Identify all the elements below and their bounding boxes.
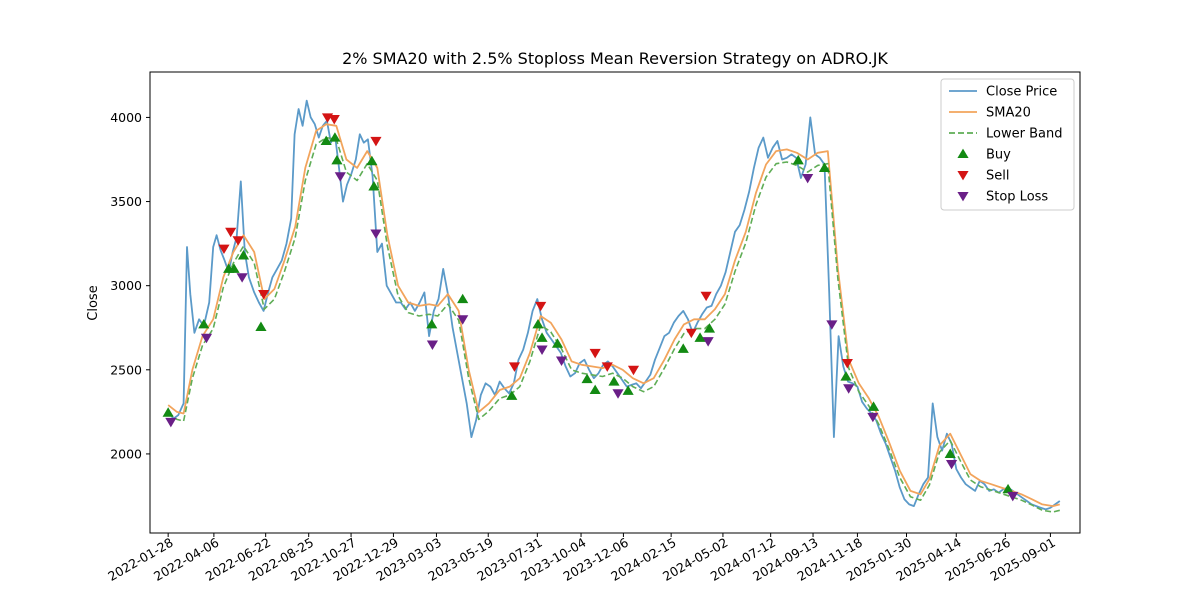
marker-0-17 [581, 373, 593, 384]
marker-2-6 [457, 315, 469, 325]
marker-0-23 [703, 323, 716, 333]
marker-0-7 [329, 132, 341, 142]
marker-1-12 [685, 328, 697, 339]
marker-0-14 [532, 318, 544, 329]
marker-0-27 [867, 401, 880, 411]
marker-2-11 [802, 173, 814, 184]
marker-2-2 [236, 273, 248, 283]
marker-1-14 [841, 359, 853, 369]
chart-title: 2% SMA20 with 2.5% Stoploss Mean Reversi… [342, 49, 888, 68]
marker-1-2 [232, 236, 244, 246]
marker-0-12 [457, 293, 469, 304]
marker-0-15 [536, 332, 548, 342]
marker-2-0 [165, 417, 177, 428]
marker-0-20 [622, 385, 634, 395]
axes: 200025003000350040002022-01-282022-04-06… [105, 71, 1081, 584]
marker-1-5 [328, 115, 340, 125]
legend-swatch-5 [957, 191, 969, 202]
marker-0-8 [331, 154, 343, 165]
y-tick-label-3: 3500 [110, 194, 142, 209]
marker-0-1 [198, 318, 210, 329]
marker-2-10 [702, 337, 714, 347]
marker-2-1 [200, 333, 213, 344]
marker-0-22 [694, 332, 706, 342]
marker-2-13 [843, 384, 855, 394]
marker-1-7 [508, 362, 521, 372]
marker-0-16 [551, 338, 564, 348]
y-tick-label-2: 3000 [110, 278, 142, 293]
legend: Close Price SMA20 Lower Band Buy Sell Stop Lo… [940, 78, 1075, 211]
legend-label-3: Buy [986, 148, 1011, 163]
marker-0-11 [426, 318, 438, 329]
y-tick-label-1: 2500 [110, 362, 142, 377]
marker-1-11 [627, 365, 640, 376]
marker-1-9 [589, 348, 601, 359]
marker-0-0 [162, 407, 174, 417]
marker-2-15 [945, 459, 958, 470]
marker-0-28 [944, 448, 956, 458]
marker-0-26 [840, 371, 852, 381]
marker-2-7 [536, 345, 548, 356]
marker-0-10 [368, 181, 380, 191]
marker-2-14 [867, 412, 879, 423]
series-line-2 [167, 136, 1060, 513]
plot-frame [149, 71, 1081, 534]
y-axis-label: Close [86, 285, 101, 320]
legend-swatch-3 [957, 148, 969, 159]
series-line-1 [167, 123, 1061, 507]
plot-area [162, 99, 1061, 513]
marker-0-3 [228, 263, 240, 273]
marker-0-4 [237, 249, 250, 260]
y-tick-label-0: 2000 [110, 446, 142, 461]
marker-2-5 [426, 340, 439, 350]
series-line-0 [167, 99, 1061, 511]
legend-label-5: Stop Loss [986, 190, 1048, 205]
marker-0-6 [320, 135, 332, 146]
marker-0-18 [589, 384, 601, 395]
marker-2-16 [1007, 491, 1019, 502]
marker-1-8 [535, 301, 547, 312]
marker-1-10 [601, 362, 613, 372]
marker-0-19 [608, 376, 620, 386]
legend-label-0: Close Price [986, 85, 1057, 100]
marker-0-24 [792, 154, 804, 165]
marker-0-21 [677, 343, 689, 353]
marker-1-6 [370, 136, 382, 147]
marker-0-25 [818, 162, 831, 172]
legend-label-2: Lower Band [986, 127, 1062, 142]
marker-0-13 [506, 390, 518, 400]
marker-1-1 [225, 227, 237, 238]
legend-label-4: Sell [986, 169, 1009, 184]
marker-1-13 [700, 291, 712, 302]
y-tick-label-4: 4000 [110, 110, 142, 125]
marker-2-4 [370, 229, 382, 239]
marker-1-3 [258, 290, 270, 300]
marker-2-8 [555, 356, 568, 366]
marker-1-0 [218, 244, 230, 255]
marker-2-9 [612, 389, 624, 399]
legend-label-1: SMA20 [986, 106, 1031, 121]
marker-0-9 [366, 155, 378, 166]
marker-0-29 [1002, 483, 1014, 494]
marker-2-3 [334, 172, 346, 182]
legend-swatch-4 [957, 170, 969, 181]
marker-0-5 [255, 321, 267, 331]
marker-2-12 [826, 320, 838, 330]
